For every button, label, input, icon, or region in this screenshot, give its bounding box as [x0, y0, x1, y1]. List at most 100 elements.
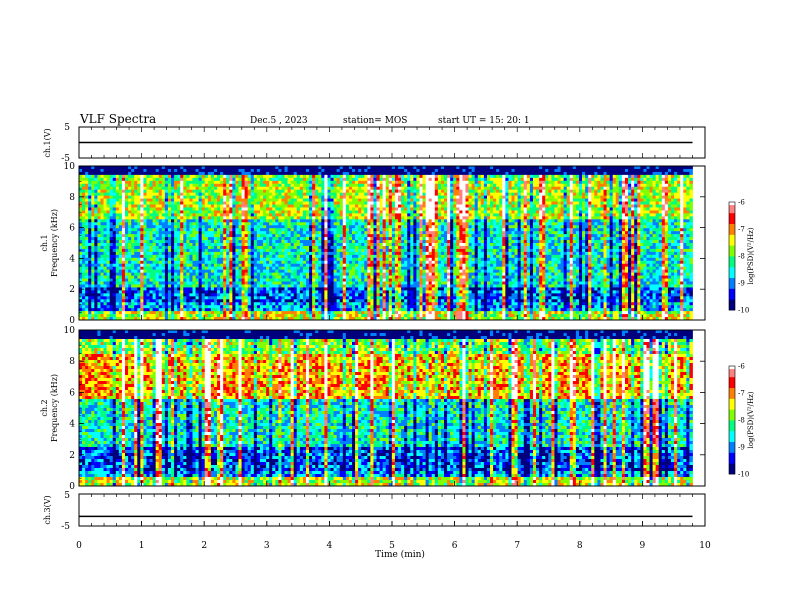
spectrogram-cell [337, 234, 340, 237]
spectrogram-cell [226, 169, 229, 172]
spectrogram-cell [364, 240, 367, 243]
spectrogram-cell [309, 246, 312, 249]
spectrogram-cell [263, 213, 266, 216]
spectrogram-cell [331, 243, 334, 246]
spectrogram-cell [208, 213, 211, 216]
spectrogram-cell [327, 237, 330, 240]
spectrogram-cell [156, 258, 159, 261]
spectrogram-cell [159, 252, 162, 255]
spectrogram-cell [116, 276, 119, 279]
spectrogram-cell [159, 302, 162, 305]
spectrogram-cell [294, 267, 297, 270]
spectrogram-cell [232, 273, 235, 276]
spectrogram-cell [202, 267, 205, 270]
spectrogram-cell [156, 196, 159, 199]
spectrogram-cell [153, 258, 156, 261]
spectrogram-cell [119, 270, 122, 273]
spectrogram-cell [196, 299, 199, 302]
spectrogram-cell [355, 210, 358, 213]
spectrogram-cell [321, 237, 324, 240]
spectrogram-cell [189, 290, 192, 293]
spectrogram-cell [321, 287, 324, 290]
spectrogram-cell [79, 169, 82, 172]
spectrogram-cell [321, 252, 324, 255]
spectrogram-cell [266, 308, 269, 311]
spectrogram-cell [337, 199, 340, 202]
spectrogram-cell [125, 222, 128, 225]
spectrogram-cell [315, 305, 318, 308]
spectrogram-cell [199, 293, 202, 296]
spectrogram-cell [94, 199, 97, 202]
spectrogram-cell [300, 190, 303, 193]
spectrogram-cell [91, 190, 94, 193]
spectrogram-cell [229, 219, 232, 222]
spectrogram-cell [208, 222, 211, 225]
spectrogram-cell [226, 237, 229, 240]
spectrogram-cell [239, 246, 242, 249]
spectrogram-cell [242, 287, 245, 290]
spectrogram-cell [205, 308, 208, 311]
spectrogram-cell [309, 169, 312, 172]
spectrogram-cell [334, 290, 337, 293]
spectrogram-cell [119, 240, 122, 243]
spectrogram-cell [156, 231, 159, 234]
spectrogram-cell [208, 243, 211, 246]
spectrogram-cell [245, 172, 248, 175]
spectrogram-cell [97, 308, 100, 311]
spectrogram-cell [177, 273, 180, 276]
spectrogram-cell [205, 243, 208, 246]
spectrogram-cell [294, 225, 297, 228]
spectrogram-cell [251, 181, 254, 184]
spectrogram-cell [361, 210, 364, 213]
spectrogram-cell [79, 237, 82, 240]
spectrogram-cell [232, 243, 235, 246]
spectrogram-cell [162, 210, 165, 213]
spectrogram-cell [162, 196, 165, 199]
spectrogram-cell [82, 308, 85, 311]
spectrogram-cell [297, 258, 300, 261]
spectrogram-cell [140, 311, 143, 314]
spectrogram-cell [91, 210, 94, 213]
spectrogram-cell [260, 193, 263, 196]
spectrogram-cell [291, 284, 294, 287]
spectrogram-cell [143, 175, 146, 178]
spectrogram-cell [131, 308, 134, 311]
spectrogram-cell [162, 199, 165, 202]
spectrogram-cell [192, 175, 195, 178]
spectrogram-cell [361, 228, 364, 231]
spectrogram-cell [321, 234, 324, 237]
spectrogram-cell [220, 305, 223, 308]
spectrogram-cell [202, 299, 205, 302]
spectrogram-cell [334, 282, 337, 285]
spectrogram-cell [361, 181, 364, 184]
spectrogram-cell [88, 199, 91, 202]
spectrogram-cell [346, 219, 349, 222]
spectrogram-cell [223, 187, 226, 190]
spectrogram-cell [232, 258, 235, 261]
spectrogram-cell [79, 175, 82, 178]
spectrogram-cell [107, 258, 110, 261]
spectrogram-cell [312, 181, 315, 184]
spectrogram-cell [364, 264, 367, 267]
spectrogram-cell [294, 172, 297, 175]
spectrogram-cell [202, 196, 205, 199]
spectrogram-cell [137, 243, 140, 246]
spectrogram-cell [199, 302, 202, 305]
spectrogram-cell [150, 308, 153, 311]
spectrogram-cell [128, 193, 131, 196]
spectrogram-cell [104, 196, 107, 199]
spectrogram-cell [211, 187, 214, 190]
spectrogram-cell [85, 314, 88, 317]
spectrogram-cell [202, 276, 205, 279]
spectrogram-cell [266, 184, 269, 187]
spectrogram-cell [192, 231, 195, 234]
spectrogram-cell [122, 252, 125, 255]
spectrogram-cell [223, 261, 226, 264]
spectrogram-cell [263, 246, 266, 249]
spectrogram-cell [217, 252, 220, 255]
spectrogram-cell [134, 207, 137, 210]
spectrogram-cell [208, 237, 211, 240]
spectrogram-cell [334, 202, 337, 205]
spectrogram-cell [107, 270, 110, 273]
spectrogram-cell [192, 261, 195, 264]
